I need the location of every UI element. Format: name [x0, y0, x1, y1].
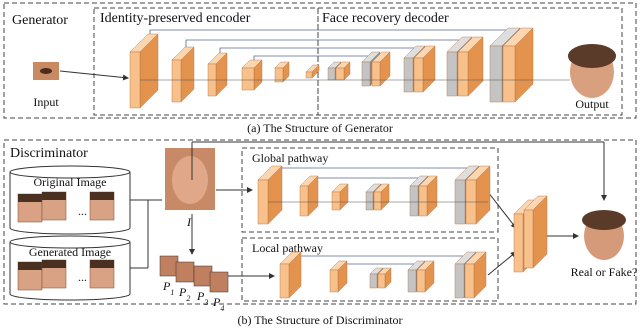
thumb-hair: [90, 192, 114, 200]
layer-front: [374, 192, 381, 210]
ellipsis: ...: [78, 204, 87, 218]
original-label: Original Image: [34, 175, 107, 189]
arrow: [488, 252, 516, 275]
layer-front: [300, 186, 308, 216]
layer-front: [366, 192, 373, 210]
result-hair: [582, 210, 626, 230]
thumb-hair: [90, 260, 114, 268]
generated-label: Generated Image: [29, 245, 111, 259]
layer-block: [524, 196, 547, 268]
skip-connection: [270, 168, 470, 178]
layer-block: [280, 252, 301, 298]
layer-block: [258, 166, 282, 224]
generator-caption: (a) The Structure of Generator: [247, 121, 393, 135]
layer-front: [414, 58, 423, 92]
patch-index: 4: [220, 304, 224, 313]
layer-block: [208, 53, 227, 96]
generator-box: [4, 3, 636, 118]
patch-label: P2: [178, 285, 190, 303]
patch-label: P4: [212, 295, 224, 313]
output-label: Real or Fake?: [571, 265, 638, 279]
layer-front: [490, 46, 502, 102]
layer-block: [275, 62, 289, 82]
layer-front: [370, 274, 377, 288]
global-label: Global pathway: [252, 151, 328, 165]
layer-front: [362, 62, 370, 86]
output-hair: [568, 44, 616, 68]
layer-front: [378, 274, 385, 288]
patch-index: 2: [186, 294, 190, 303]
skip-connection: [290, 256, 465, 262]
input-label: Input: [33, 95, 59, 109]
layer-front: [455, 264, 464, 298]
layer-front: [404, 58, 413, 92]
layer-front: [306, 72, 312, 78]
layer-block: [130, 34, 158, 108]
thumb-hair: [42, 260, 66, 268]
layer-front: [524, 210, 533, 268]
layer-block: [172, 47, 194, 102]
layer-front: [408, 270, 416, 292]
layer-block: [300, 176, 318, 216]
discriminator-caption: (b) The Structure of Discriminator: [237, 313, 402, 327]
layer-front: [372, 62, 380, 86]
layer-front: [330, 270, 338, 292]
layer-front: [332, 192, 340, 210]
skip-connection: [254, 56, 380, 64]
layer-front: [419, 186, 427, 216]
layer-block: [330, 261, 347, 292]
generator-title: Generator: [12, 13, 68, 28]
encoder-label: Identity-preserved encoder: [100, 11, 251, 26]
patch-index: 1: [170, 288, 174, 297]
layer-block: [242, 60, 262, 90]
ellipsis: ...: [78, 270, 87, 284]
layer-block: [332, 184, 348, 210]
figure: Generator Identity-preserved encoder Fac…: [0, 0, 641, 333]
patch-image: [210, 272, 228, 292]
skip-connection: [220, 48, 425, 58]
patch-index: 3: [203, 298, 208, 307]
layer-front: [336, 68, 344, 80]
thumb-hair: [18, 194, 42, 202]
thumb-hair: [42, 192, 66, 200]
layer-front: [242, 68, 254, 90]
patch-image: [160, 256, 178, 276]
patch-image: [176, 262, 194, 282]
layer-front: [458, 52, 468, 96]
arrow: [488, 192, 516, 228]
layer-front: [328, 68, 335, 80]
input-eye: [40, 68, 52, 74]
layer-front: [130, 52, 140, 108]
layer-block: [306, 65, 319, 78]
layer-front: [417, 270, 425, 292]
thumb-hair: [18, 262, 42, 270]
layer-front: [514, 214, 523, 272]
decoder-label: Face recovery decoder: [322, 11, 449, 26]
layer-front: [465, 264, 474, 298]
discriminator-face-skin: [172, 156, 208, 204]
patch-label: P1: [162, 279, 174, 297]
patch-image: [194, 266, 212, 286]
layer-front: [280, 264, 289, 298]
local-label: Local pathway: [252, 241, 323, 255]
layer-front: [503, 46, 515, 102]
layer-front: [258, 180, 268, 224]
layer-front: [447, 52, 457, 96]
image-label: I: [186, 215, 192, 229]
layer-front: [410, 186, 418, 216]
layer-front: [172, 60, 181, 102]
output-label: Output: [575, 97, 609, 111]
discriminator-title: Discriminator: [10, 146, 88, 161]
